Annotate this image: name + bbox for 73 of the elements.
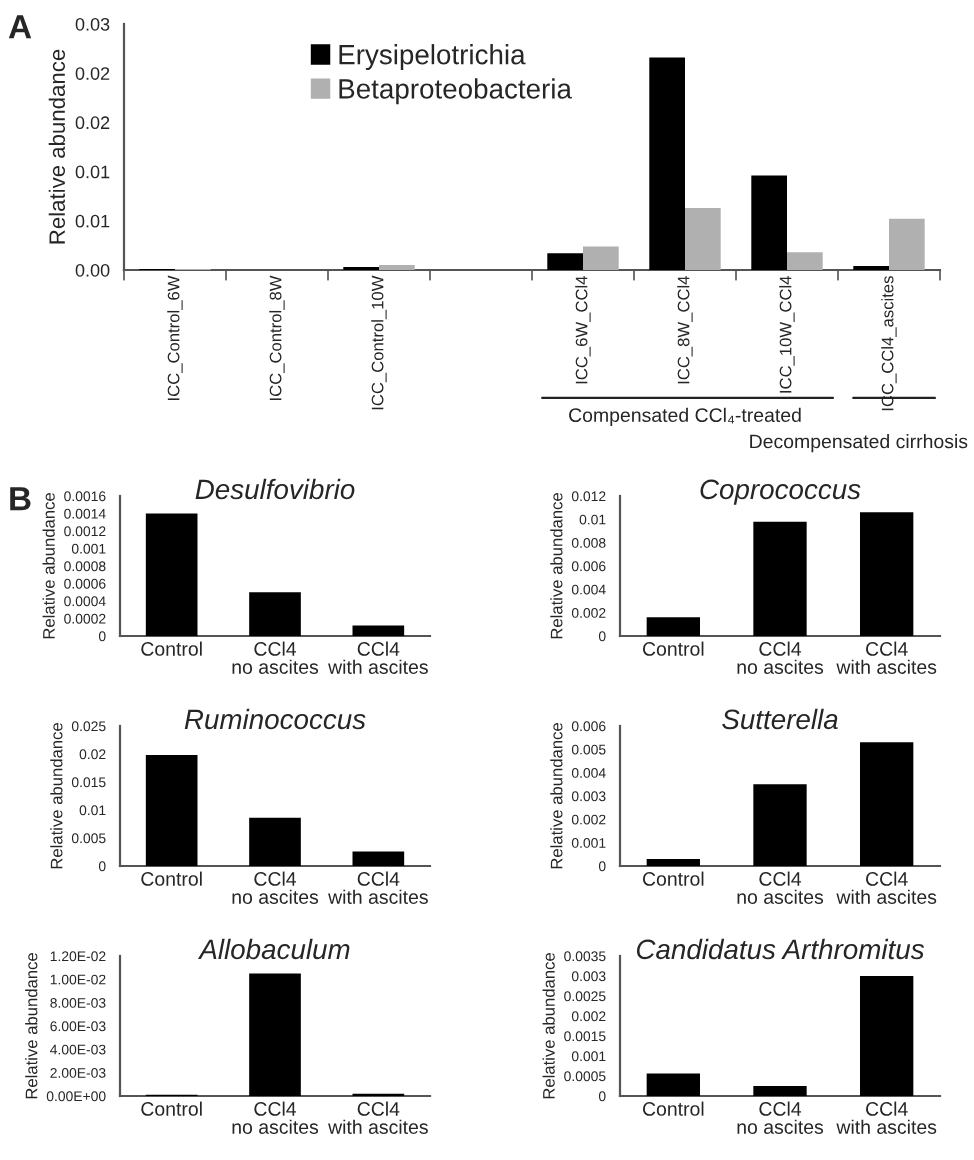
x-tick-label: CCl4 no ascites: [737, 641, 824, 674]
bar: [649, 57, 685, 270]
x-tick-label: Control: [141, 871, 202, 886]
x-tick-label: CCl4 with ascites: [836, 641, 937, 674]
bar: [249, 592, 301, 636]
y-axis-title: Relative abundance: [542, 953, 555, 1099]
bar: [145, 755, 198, 866]
y-axis-title: Relative abundance: [42, 493, 55, 639]
y-tick-label: 0.03: [75, 17, 110, 31]
bar: [646, 1073, 700, 1096]
x-tick-label: CCl4 no ascites: [737, 1101, 824, 1134]
y-tick-label: 0.00: [75, 263, 110, 277]
bar: [753, 1086, 807, 1096]
x-tick-label: CCl4 with ascites: [836, 871, 937, 904]
x-tick-label: ICC_Control_10W: [371, 275, 387, 410]
x-tick-label: ICC_Control_8W: [269, 275, 285, 400]
bar: [352, 851, 405, 866]
bar: [787, 252, 823, 270]
text: A: [8, 15, 32, 39]
x-tick-label: Control: [642, 641, 704, 656]
chart-title: Candidatus Arthromitus: [636, 938, 925, 960]
x-tick-label: CCl4 no ascites: [737, 871, 824, 904]
x-tick-label: ICC_CCl4_ascites: [881, 276, 897, 411]
bar: [751, 175, 787, 270]
x-tick-label: CCl4 with ascites: [328, 641, 428, 674]
x-tick-label: Control: [141, 1101, 202, 1116]
x-tick-label: ICC_10W_CCl4: [779, 276, 795, 393]
bar: [860, 742, 914, 866]
x-tick-label: CCl4 no ascites: [232, 871, 319, 904]
y-tick-label: 0.01: [75, 214, 110, 228]
legend-label: Betaproteobacteria: [339, 78, 572, 105]
x-tick-label: Control: [642, 871, 704, 886]
bar: [889, 218, 925, 270]
bar: [583, 246, 619, 270]
bar: [249, 973, 301, 1096]
text: Compensated CCl₄-treated: [569, 407, 801, 426]
bar: [860, 512, 914, 636]
y-tick-label: 0.02: [75, 67, 110, 80]
chart-title: Sutterella: [722, 708, 838, 730]
x-tick-label: CCl4 with ascites: [328, 871, 428, 904]
bar: [860, 976, 914, 1096]
y-tick-label: 0.01: [75, 165, 110, 179]
bar: [646, 617, 700, 636]
legend-label: Erysipelotrichia: [339, 44, 526, 70]
x-tick-label: ICC_Control_6W: [167, 275, 183, 400]
x-tick-label: ICC_6W_CCl4: [575, 276, 591, 384]
x-tick-label: Control: [141, 641, 202, 656]
text: Decompensated cirrhosis: [750, 434, 968, 453]
y-axis-title: Relative abundance: [25, 953, 38, 1099]
y-axis-title: Relative abundance: [550, 723, 563, 869]
y-tick-label: 0.02: [75, 116, 110, 130]
y-axis-title: Relative abundance: [550, 493, 563, 639]
text: B: [10, 487, 31, 511]
chart-title: Allobaculum: [197, 938, 350, 960]
chart-title: Coprococcus: [700, 479, 861, 505]
x-tick-label: CCl4 with ascites: [328, 1101, 428, 1134]
x-tick-label: ICC_8W_CCl4: [677, 276, 693, 384]
x-tick-label: CCl4 with ascites: [836, 1101, 937, 1134]
bar: [547, 253, 583, 270]
bar: [753, 521, 807, 636]
bar: [352, 625, 405, 636]
chart-title: Desulfovibrio: [195, 478, 355, 500]
chart-title: Ruminococcus: [184, 708, 366, 730]
bar: [145, 513, 198, 636]
x-tick-label: Control: [642, 1101, 704, 1116]
x-tick-label: CCl4 no ascites: [232, 641, 319, 674]
y-axis-title: Relative abundance: [50, 723, 63, 869]
x-tick-label: CCl4 no ascites: [232, 1101, 319, 1134]
bar: [249, 817, 301, 866]
bar: [753, 784, 807, 866]
y-axis-title: Relative abundance: [48, 49, 66, 244]
bar: [685, 208, 721, 270]
bar: [646, 859, 700, 866]
